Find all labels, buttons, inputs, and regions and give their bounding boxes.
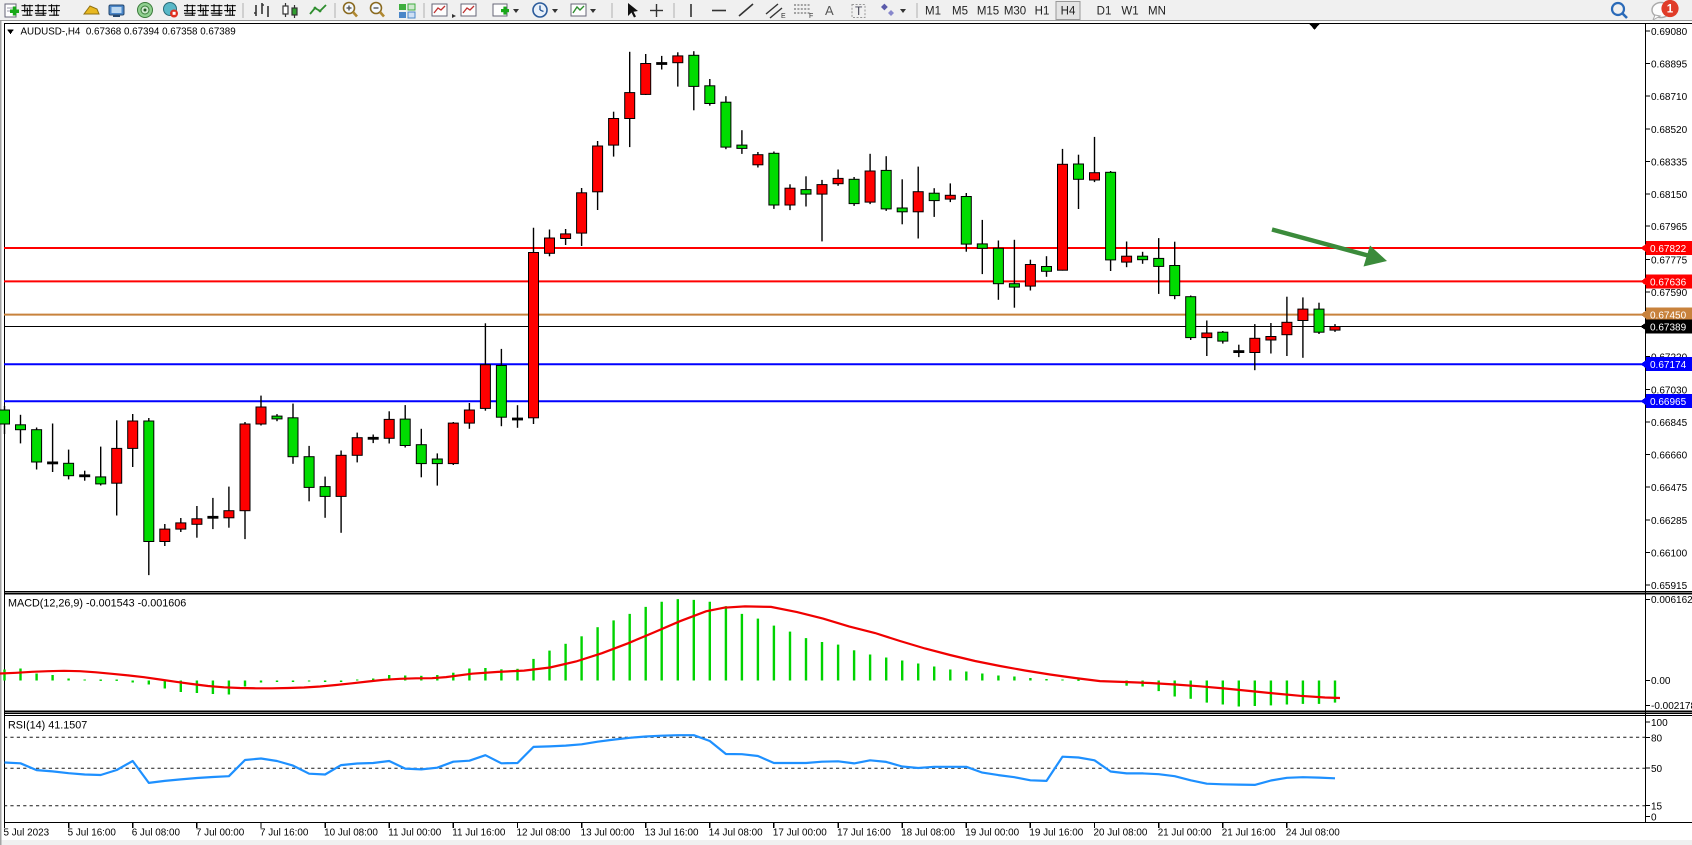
svg-text:H1: H1 (1035, 6, 1050, 18)
svg-text:0.66845: 0.66845 (1651, 418, 1688, 429)
svg-text:0.67775: 0.67775 (1651, 255, 1688, 266)
svg-text:0.67822: 0.67822 (1650, 244, 1687, 255)
svg-text:11 Jul 00:00: 11 Jul 00:00 (388, 828, 442, 839)
svg-text:M1: M1 (925, 6, 941, 18)
svg-text:7 Jul 00:00: 7 Jul 00:00 (196, 828, 245, 839)
svg-text:0.67174: 0.67174 (1650, 360, 1687, 371)
svg-text:D1: D1 (1097, 6, 1112, 18)
svg-text:0.67590: 0.67590 (1651, 288, 1688, 299)
svg-text:0.66285: 0.66285 (1651, 516, 1688, 527)
svg-text:T: T (855, 4, 863, 18)
svg-text:M30: M30 (1004, 6, 1026, 18)
svg-text:21 Jul 16:00: 21 Jul 16:00 (1222, 828, 1276, 839)
svg-text:19 Jul 00:00: 19 Jul 00:00 (965, 828, 1019, 839)
svg-text:MN: MN (1148, 6, 1166, 18)
svg-text:15: 15 (1651, 802, 1663, 813)
svg-text:0.67450: 0.67450 (1650, 311, 1687, 322)
svg-text:6 Jul 08:00: 6 Jul 08:00 (132, 828, 181, 839)
svg-text:0.00: 0.00 (1651, 676, 1671, 687)
svg-text:0: 0 (1651, 813, 1657, 824)
svg-text:17 Jul 16:00: 17 Jul 16:00 (837, 828, 891, 839)
svg-text:0.67030: 0.67030 (1651, 386, 1688, 397)
svg-text:0.65915: 0.65915 (1651, 581, 1688, 592)
svg-text:21 Jul 00:00: 21 Jul 00:00 (1158, 828, 1212, 839)
svg-text:0.68895: 0.68895 (1651, 59, 1688, 70)
svg-text:H4: H4 (1061, 6, 1076, 18)
svg-text:0.67389: 0.67389 (1650, 323, 1687, 334)
svg-text:50: 50 (1651, 764, 1663, 775)
svg-text:E: E (781, 13, 786, 20)
svg-text:5 Jul 2023: 5 Jul 2023 (4, 828, 50, 839)
svg-text:MACD(12,26,9) -0.001543 -0.001: MACD(12,26,9) -0.001543 -0.001606 (8, 598, 186, 610)
svg-text:W1: W1 (1121, 6, 1138, 18)
svg-text:20 Jul 08:00: 20 Jul 08:00 (1094, 828, 1148, 839)
svg-text:RSI(14) 41.1507: RSI(14) 41.1507 (8, 720, 87, 732)
svg-text:1: 1 (1667, 4, 1674, 16)
svg-text:7 Jul 16:00: 7 Jul 16:00 (260, 828, 309, 839)
svg-text:10 Jul 08:00: 10 Jul 08:00 (324, 828, 378, 839)
svg-text:14 Jul 08:00: 14 Jul 08:00 (709, 828, 763, 839)
svg-text:13 Jul 16:00: 13 Jul 16:00 (645, 828, 699, 839)
svg-text:F: F (809, 13, 813, 20)
svg-text:17 Jul 00:00: 17 Jul 00:00 (773, 828, 827, 839)
svg-text:0.66660: 0.66660 (1651, 451, 1688, 462)
svg-text:100: 100 (1651, 718, 1668, 729)
svg-text:0.67636: 0.67636 (1650, 277, 1687, 288)
svg-text:0.68710: 0.68710 (1651, 92, 1688, 103)
svg-text:0.69080: 0.69080 (1651, 27, 1688, 38)
svg-text:18 Jul 08:00: 18 Jul 08:00 (901, 828, 955, 839)
svg-text:5 Jul 16:00: 5 Jul 16:00 (68, 828, 117, 839)
svg-text:19 Jul 16:00: 19 Jul 16:00 (1029, 828, 1083, 839)
svg-text:0.68520: 0.68520 (1651, 125, 1688, 136)
svg-text:0.68150: 0.68150 (1651, 190, 1688, 201)
svg-text:0.66965: 0.66965 (1650, 397, 1687, 408)
svg-text:11 Jul 16:00: 11 Jul 16:00 (452, 828, 506, 839)
svg-text:0.68335: 0.68335 (1651, 157, 1688, 168)
svg-text:0.66475: 0.66475 (1651, 483, 1688, 494)
svg-text:12 Jul 08:00: 12 Jul 08:00 (517, 828, 571, 839)
svg-text:M15: M15 (977, 6, 999, 18)
svg-text:0.006162: 0.006162 (1651, 595, 1692, 606)
svg-text:24 Jul 08:00: 24 Jul 08:00 (1286, 828, 1340, 839)
svg-text:AUDUSD-,H4 0.67368 0.67394 0.: AUDUSD-,H4 0.67368 0.67394 0.67358 0.673… (21, 27, 236, 38)
svg-text:80: 80 (1651, 733, 1663, 744)
svg-text:-0.002178: -0.002178 (1651, 701, 1692, 712)
svg-text:A: A (825, 3, 834, 18)
svg-text:0.67965: 0.67965 (1651, 222, 1688, 233)
svg-text:13 Jul 00:00: 13 Jul 00:00 (581, 828, 635, 839)
svg-text:M5: M5 (952, 6, 968, 18)
svg-text:0.66100: 0.66100 (1651, 549, 1688, 560)
